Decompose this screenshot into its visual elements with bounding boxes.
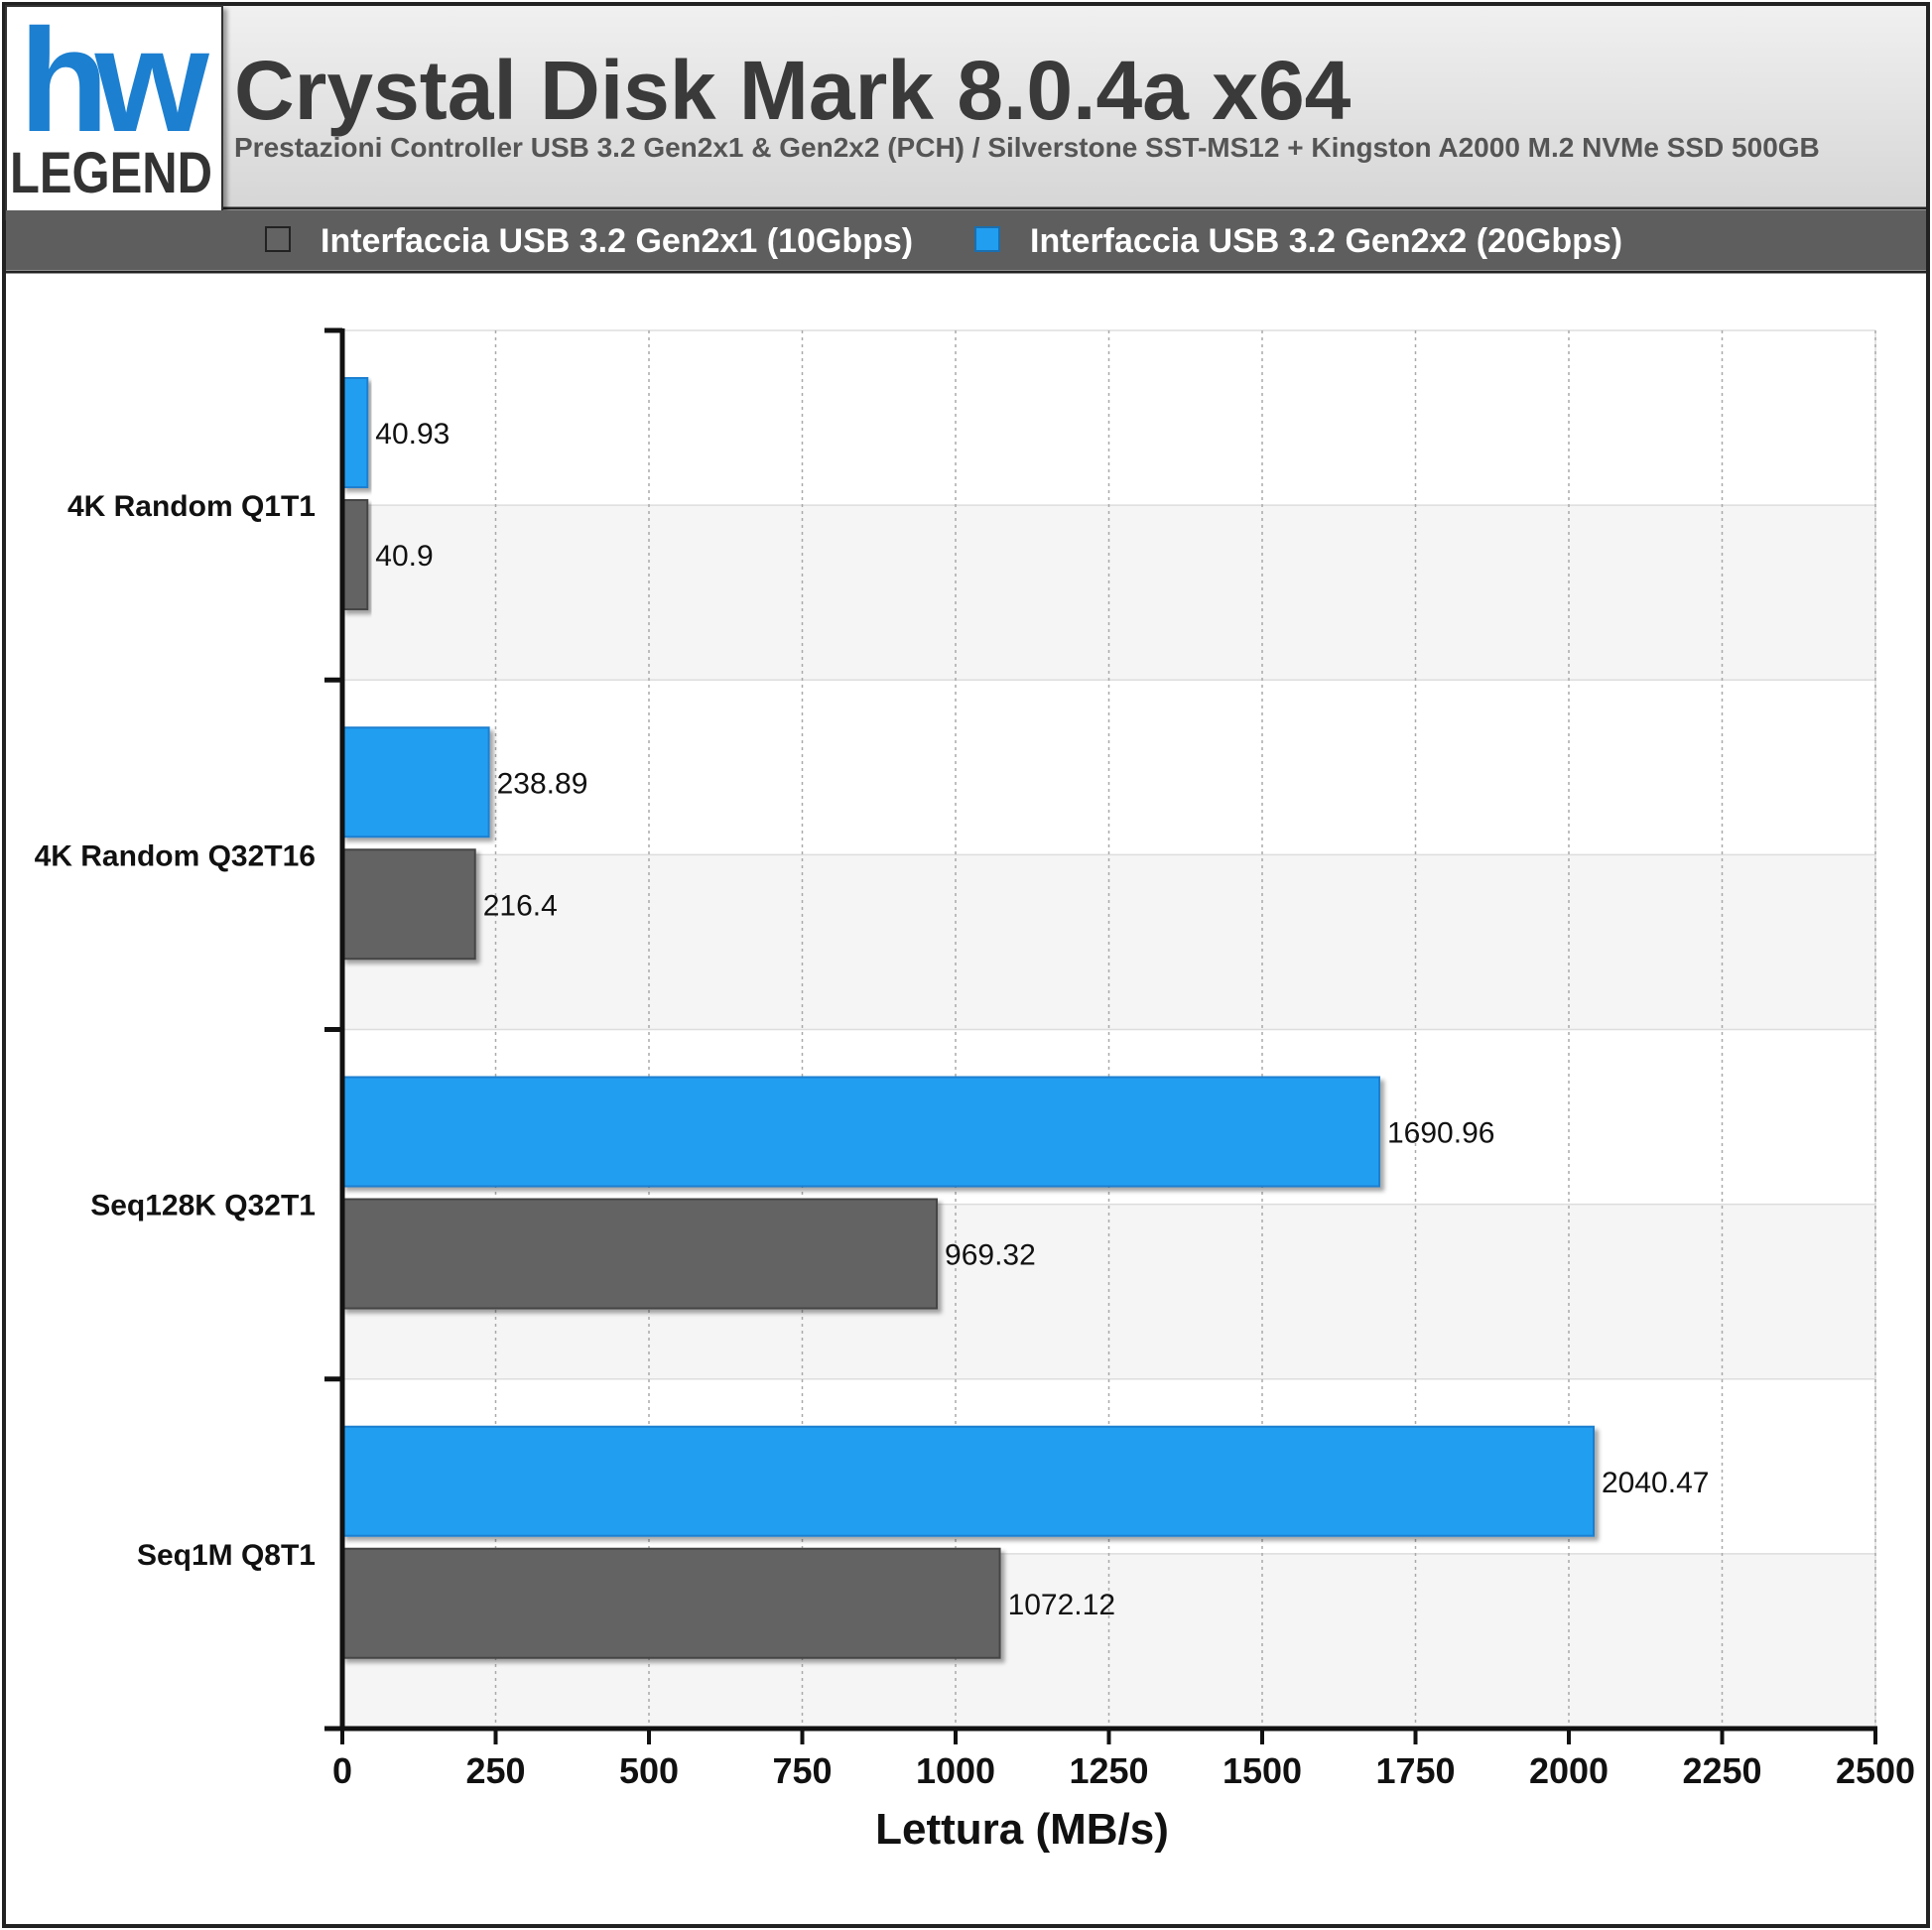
x-tick-label: 2000 [1529,1750,1609,1791]
x-tick-label: 1750 [1375,1750,1455,1791]
bar-gen2x1 [341,848,476,961]
value-label-gen2x1: 216.4 [483,889,558,922]
header: Crystal Disk Mark 8.0.4a x64 Prestazioni… [6,6,1926,210]
logo: hw LEGEND [5,0,224,220]
legend-swatch-gen2x2 [974,226,1000,252]
bars [341,377,1596,1659]
legend-label-gen2x2: Interfaccia USB 3.2 Gen2x2 (20Gbps) [1030,222,1622,260]
x-tick-label: 1000 [916,1750,995,1791]
value-label-gen2x2: 40.93 [375,418,450,450]
bar-gen2x1 [341,499,369,610]
category-band-shade [342,505,1875,681]
x-tick-label: 1250 [1069,1750,1148,1791]
category-label: Seq1M Q8T1 [137,1539,316,1572]
logo-legend-text: LEGEND [10,141,212,205]
x-tick-label: 0 [332,1750,352,1791]
x-tick-label: 500 [619,1750,679,1791]
bar-gen2x2 [341,726,490,838]
bar-gen2x2 [341,1425,1596,1537]
logo-mark-hw: hw [19,0,209,163]
x-tick-labels: 0 250 500 750 1000 1250 1500 1750 2000 2250 2500 [332,1750,1915,1791]
category-label: 4K Random Q1T1 [67,490,316,523]
category-label: Seq128K Q32T1 [90,1190,316,1222]
x-tick-label: 2500 [1836,1750,1915,1791]
legend-label-gen2x1: Interfaccia USB 3.2 Gen2x1 (10Gbps) [321,222,913,260]
x-axis-title: Lettura (MB/s) [875,1805,1169,1854]
value-label-gen2x2: 2040.47 [1602,1467,1709,1499]
bar-gen2x2 [341,1076,1381,1188]
category-labels: 4K Random Q1T1 4K Random Q32T16 Seq128K Q3… [35,490,316,1572]
plot-area: 40.93 40.9 238.89 216.4 1690.96 969.32 2040.47… [35,327,1915,1854]
value-label-gen2x1: 40.9 [375,540,433,573]
axes [324,327,1877,1744]
legend-bar: Interfaccia USB 3.2 Gen2x1 (10Gbps) Inte… [6,210,1926,274]
legend-swatch-gen2x1 [265,226,291,252]
value-label-gen2x2: 1690.96 [1387,1117,1494,1150]
bar-gen2x2 [341,377,369,488]
bar-gen2x1 [341,1547,1001,1659]
legend-background [6,210,1926,270]
value-label-gen2x1: 1072.12 [1008,1589,1115,1621]
category-label: 4K Random Q32T16 [35,839,316,872]
x-tick-label: 1500 [1223,1750,1302,1791]
x-tick-label: 2250 [1682,1750,1761,1791]
x-tick-label: 750 [772,1750,832,1791]
chart-subtitle: Prestazioni Controller USB 3.2 Gen2x1 & … [234,132,1820,163]
chart-title: Crystal Disk Mark 8.0.4a x64 [234,44,1352,137]
x-tick-label: 250 [465,1750,525,1791]
header-background [6,6,1926,207]
value-labels: 40.93 40.9 238.89 216.4 1690.96 969.32 2040.47… [375,418,1709,1621]
value-label-gen2x1: 969.32 [945,1239,1036,1272]
bar-gen2x1 [341,1198,939,1310]
value-label-gen2x2: 238.89 [497,767,588,800]
